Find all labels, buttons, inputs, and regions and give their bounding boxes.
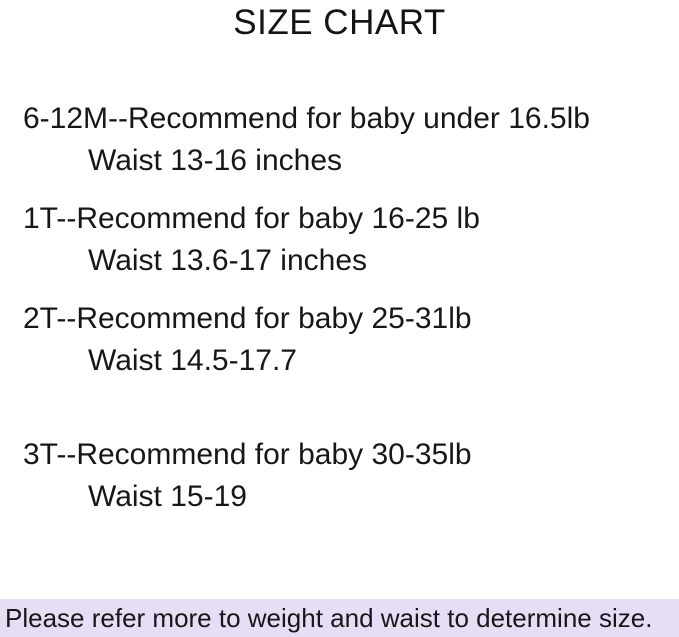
size-block-6-12m: 6-12M--Recommend for baby under 16.5lb W… bbox=[0, 98, 679, 182]
page-title: SIZE CHART bbox=[233, 3, 446, 42]
size-list: 6-12M--Recommend for baby under 16.5lb W… bbox=[0, 98, 679, 518]
size-waist: Waist 15-19 bbox=[88, 480, 247, 513]
footer-note-text: Please refer more to weight and waist to… bbox=[5, 603, 653, 633]
size-block-1t: 1T--Recommend for baby 16-25 lb Waist 13… bbox=[0, 198, 679, 282]
size-headline: 6-12M--Recommend for baby under 16.5lb bbox=[23, 102, 590, 135]
size-headline: 2T--Recommend for baby 25-31lb bbox=[23, 302, 472, 335]
size-headline: 3T--Recommend for baby 30-35lb bbox=[23, 438, 472, 471]
size-block-2t: 2T--Recommend for baby 25-31lb Waist 14.… bbox=[0, 298, 679, 382]
size-headline: 1T--Recommend for baby 16-25 lb bbox=[23, 202, 480, 235]
size-waist: Waist 14.5-17.7 bbox=[88, 344, 297, 377]
size-waist: Waist 13-16 inches bbox=[88, 144, 343, 177]
size-block-3t: 3T--Recommend for baby 30-35lb Waist 15-… bbox=[0, 434, 679, 518]
footer-note-bar: Please refer more to weight and waist to… bbox=[0, 599, 679, 637]
size-waist: Waist 13.6-17 inches bbox=[88, 244, 368, 277]
